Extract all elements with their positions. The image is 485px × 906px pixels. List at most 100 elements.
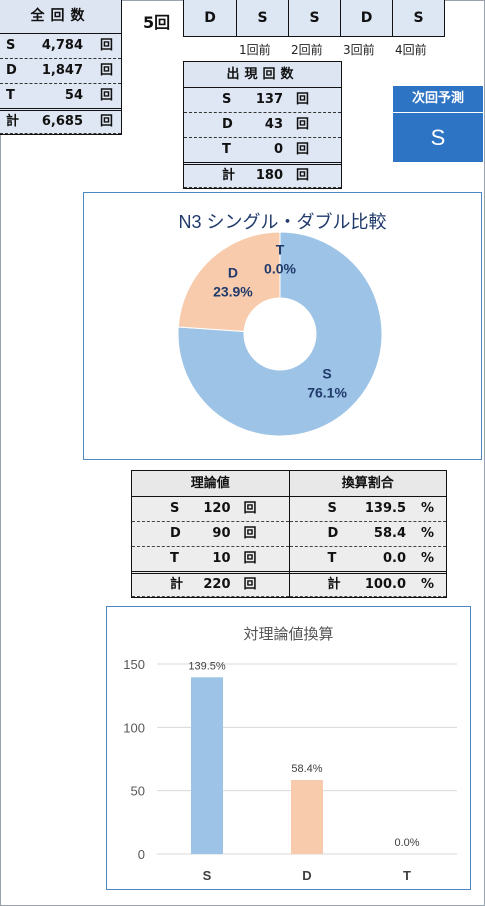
row-label: S bbox=[6, 38, 16, 53]
row-label: D bbox=[170, 526, 181, 541]
donut-value-label: 0.0% bbox=[264, 261, 296, 277]
ratio-header: 換算割合 bbox=[289, 471, 446, 497]
y-tick-label: 50 bbox=[131, 784, 145, 799]
row-label: 計 bbox=[222, 168, 236, 183]
row-unit: % bbox=[420, 551, 434, 566]
totals-table: 全回数 S 4,784 回 D 1,847 回 T 54 回 計 6,685 回 bbox=[0, 0, 122, 135]
row-label: D bbox=[222, 117, 233, 132]
appearance-row-d: D 43 回 bbox=[184, 113, 341, 138]
row-unit: 回 bbox=[243, 551, 257, 566]
recent-result-cell: D bbox=[340, 0, 392, 36]
row-unit: 回 bbox=[295, 117, 309, 132]
row-value: 10 bbox=[212, 551, 231, 566]
donut-slice-d bbox=[177, 231, 281, 333]
recent-result-cell: S bbox=[392, 0, 444, 36]
prediction-title: 次回予測 bbox=[393, 86, 483, 112]
prediction-value: S bbox=[393, 113, 483, 162]
bar-s bbox=[191, 677, 223, 854]
row-label: S bbox=[170, 501, 180, 516]
bar-chart: 0 50 100 150 139.5% S 58.4% D 0.0% T bbox=[123, 657, 457, 883]
donut-label-t: T 0.0% bbox=[264, 242, 296, 277]
totals-row-d: D 1,847 回 bbox=[0, 59, 121, 84]
x-tick-label: T bbox=[403, 868, 411, 883]
row-unit: 回 bbox=[243, 526, 257, 541]
ratio-row-s: S 139.5 % bbox=[289, 497, 446, 522]
y-tick-label: 0 bbox=[138, 847, 145, 862]
row-label: 計 bbox=[327, 577, 341, 592]
ago-label: 2回前 bbox=[291, 43, 323, 57]
theory-row-sum: 計 220 回 bbox=[132, 571, 289, 597]
y-tick-label: 150 bbox=[123, 657, 145, 672]
row-unit: 回 bbox=[99, 88, 113, 103]
row-unit: 回 bbox=[99, 114, 113, 129]
ratio-row-t: T 0.0 % bbox=[289, 547, 446, 571]
donut-label-s: S 76.1% bbox=[307, 365, 347, 400]
row-value: 120 bbox=[203, 501, 231, 516]
row-value: 139.5 bbox=[364, 501, 406, 516]
ago-label: 3回前 bbox=[343, 43, 375, 57]
bar-data-label: 139.5% bbox=[188, 660, 226, 672]
row-value: 6,685 bbox=[41, 114, 83, 129]
bar-d bbox=[291, 780, 323, 854]
donut-category-label: T bbox=[276, 242, 285, 258]
row-label: 計 bbox=[6, 114, 20, 129]
ratio-row-d: D 58.4 % bbox=[289, 522, 446, 547]
donut-category-label: D bbox=[228, 265, 238, 281]
row-unit: 回 bbox=[243, 577, 257, 592]
ago-label: 1回前 bbox=[239, 43, 271, 57]
ago-label: 4回前 bbox=[395, 43, 427, 57]
donut-category-label: S bbox=[322, 365, 331, 381]
recent-result-cell: S bbox=[288, 0, 340, 36]
row-unit: 回 bbox=[243, 501, 257, 516]
totals-row-sum: 計 6,685 回 bbox=[0, 108, 121, 134]
donut-chart: S 76.1% D 23.9% T 0.0% bbox=[177, 231, 383, 437]
x-tick-label: D bbox=[302, 868, 311, 883]
row-label: D bbox=[327, 526, 339, 541]
appearance-header: 出現回数 bbox=[184, 62, 341, 88]
y-tick-label: 100 bbox=[123, 720, 145, 735]
ratio-row-sum: 計 100.0 % bbox=[289, 571, 446, 597]
row-unit: % bbox=[420, 526, 434, 541]
row-unit: 回 bbox=[295, 92, 309, 107]
theory-header: 理論値 bbox=[132, 471, 289, 497]
row-unit: 回 bbox=[295, 168, 309, 183]
row-label: T bbox=[222, 142, 231, 157]
row-label: S bbox=[222, 92, 232, 107]
row-unit: 回 bbox=[99, 63, 113, 78]
bar-chart-title: 対理論値換算 bbox=[243, 626, 334, 643]
appearance-row-sum: 計 180 回 bbox=[184, 162, 341, 188]
donut-slice-s bbox=[177, 231, 383, 437]
row-label: T bbox=[327, 551, 337, 566]
appearance-row-s: S 137 回 bbox=[184, 88, 341, 113]
row-value: 58.4 bbox=[373, 526, 406, 541]
theory-column: 理論値 S 120 回 D 90 回 T 10 回 計 220 回 bbox=[132, 471, 289, 597]
row-value: 220 bbox=[203, 577, 231, 592]
row-label: S bbox=[327, 501, 337, 516]
row-value: 137 bbox=[255, 92, 283, 107]
bar-data-label: 0.0% bbox=[394, 837, 419, 849]
donut-label-d: D 23.9% bbox=[213, 265, 253, 300]
totals-header: 全回数 bbox=[0, 0, 121, 34]
row-unit: 回 bbox=[99, 38, 113, 53]
appearance-row-t: T 0 回 bbox=[184, 138, 341, 162]
recent-label: 5回 bbox=[143, 13, 171, 32]
totals-row-s: S 4,784 回 bbox=[0, 34, 121, 59]
row-label: T bbox=[170, 551, 179, 566]
donut-value-label: 23.9% bbox=[213, 284, 253, 300]
row-value: 4,784 bbox=[41, 38, 83, 53]
recent-results: D S S D S bbox=[183, 0, 445, 37]
row-value: 100.0 bbox=[364, 577, 406, 592]
row-unit: 回 bbox=[295, 142, 309, 157]
bar-chart-panel: 対理論値換算 0 50 100 150 139.5% S 58.4% D 0.0% T bbox=[106, 606, 471, 890]
row-label: D bbox=[6, 63, 17, 78]
recent-result-cell: D bbox=[184, 0, 236, 36]
theory-row-s: S 120 回 bbox=[132, 497, 289, 522]
bar-data-label: 58.4% bbox=[291, 763, 322, 775]
theory-table: 理論値 S 120 回 D 90 回 T 10 回 計 220 回 換算割合 S… bbox=[131, 470, 447, 598]
recent-result-cell: S bbox=[236, 0, 288, 36]
appearance-table: 出現回数 S 137 回 D 43 回 T 0 回 計 180 回 bbox=[183, 61, 342, 189]
theory-row-t: T 10 回 bbox=[132, 547, 289, 571]
ratio-column: 換算割合 S 139.5 % D 58.4 % T 0.0 % 計 100.0 … bbox=[288, 471, 446, 597]
donut-value-label: 76.1% bbox=[307, 384, 347, 400]
row-unit: % bbox=[420, 577, 434, 592]
